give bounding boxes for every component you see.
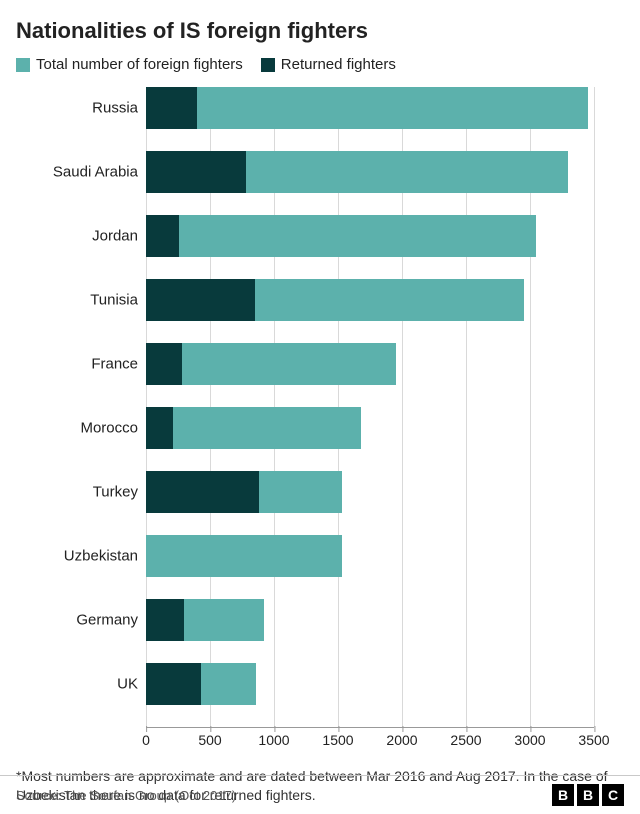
x-tick: 3000 bbox=[514, 732, 545, 748]
bar-total bbox=[146, 535, 342, 577]
bar-returned bbox=[146, 343, 182, 385]
legend: Total number of foreign fighters Returne… bbox=[16, 56, 624, 73]
bar-returned bbox=[146, 663, 201, 705]
bbc-logo-block: B bbox=[577, 784, 599, 806]
bar-row: Uzbekistan bbox=[146, 535, 594, 577]
bar-returned bbox=[146, 215, 179, 257]
bar-label: France bbox=[91, 356, 138, 373]
x-tick: 1000 bbox=[258, 732, 289, 748]
legend-swatch-total bbox=[16, 58, 30, 72]
bar-total bbox=[146, 87, 588, 129]
chart-title: Nationalities of IS foreign fighters bbox=[16, 18, 624, 44]
legend-swatch-returned bbox=[261, 58, 275, 72]
bar-label: Russia bbox=[92, 100, 138, 117]
bar-label: Morocco bbox=[80, 420, 138, 437]
legend-label-total: Total number of foreign fighters bbox=[36, 56, 243, 73]
bar-row: Tunisia bbox=[146, 279, 594, 321]
legend-item-total: Total number of foreign fighters bbox=[16, 56, 243, 73]
bar-returned bbox=[146, 471, 259, 513]
footer: Source: The Soufan Group (Oct 2017) B B … bbox=[0, 775, 640, 814]
x-tick: 0 bbox=[142, 732, 150, 748]
bar-row: Jordan bbox=[146, 215, 594, 257]
bar-row: Germany bbox=[146, 599, 594, 641]
bar-label: UK bbox=[117, 676, 138, 693]
chart-container: Nationalities of IS foreign fighters Tot… bbox=[0, 0, 640, 751]
bar-returned bbox=[146, 87, 197, 129]
x-axis: 0500100015002000250030003500 bbox=[146, 727, 594, 751]
bars-group: Russia Saudi Arabia Jordan Tunisia France Mor… bbox=[146, 87, 594, 705]
bar-returned bbox=[146, 599, 184, 641]
bar-row: UK bbox=[146, 663, 594, 705]
bar-label: Tunisia bbox=[90, 292, 138, 309]
x-tick: 3500 bbox=[578, 732, 609, 748]
x-tick: 1500 bbox=[322, 732, 353, 748]
bar-returned bbox=[146, 151, 246, 193]
bar-total bbox=[146, 215, 536, 257]
bbc-logo: B B C bbox=[552, 784, 624, 806]
legend-label-returned: Returned fighters bbox=[281, 56, 396, 73]
plot-area: Russia Saudi Arabia Jordan Tunisia France Mor… bbox=[146, 87, 594, 751]
source-text: Source: The Soufan Group (Oct 2017) bbox=[16, 788, 236, 803]
bar-row: Turkey bbox=[146, 471, 594, 513]
bar-total bbox=[146, 343, 396, 385]
bar-row: Morocco bbox=[146, 407, 594, 449]
bar-label: Saudi Arabia bbox=[53, 164, 138, 181]
bar-label: Jordan bbox=[92, 228, 138, 245]
grid-line bbox=[594, 87, 595, 727]
x-tick: 2500 bbox=[450, 732, 481, 748]
bar-row: France bbox=[146, 343, 594, 385]
bbc-logo-block: C bbox=[602, 784, 624, 806]
bar-returned bbox=[146, 279, 255, 321]
x-tick: 500 bbox=[198, 732, 221, 748]
bbc-logo-block: B bbox=[552, 784, 574, 806]
x-tick: 2000 bbox=[386, 732, 417, 748]
bar-label: Uzbekistan bbox=[64, 548, 138, 565]
legend-item-returned: Returned fighters bbox=[261, 56, 396, 73]
bar-label: Germany bbox=[76, 612, 138, 629]
bar-total bbox=[146, 407, 361, 449]
bar-returned bbox=[146, 407, 173, 449]
bar-row: Russia bbox=[146, 87, 594, 129]
bar-label: Turkey bbox=[93, 484, 138, 501]
bar-row: Saudi Arabia bbox=[146, 151, 594, 193]
